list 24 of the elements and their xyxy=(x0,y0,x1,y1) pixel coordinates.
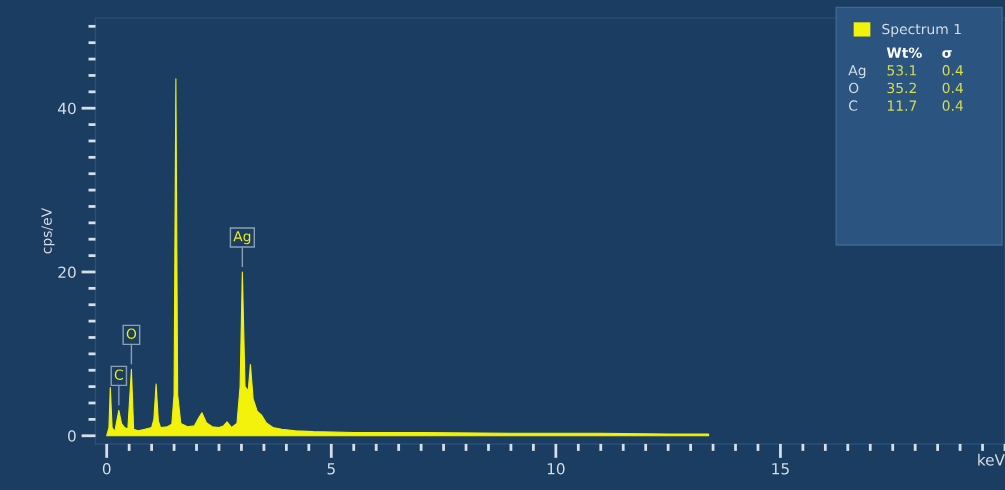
x-tick-label: 15 xyxy=(772,463,789,475)
annotation: 35.2 xyxy=(887,82,916,94)
y-tick-label: 0 xyxy=(68,430,76,442)
annotation: 0.4 xyxy=(942,82,963,94)
annotation: C xyxy=(849,100,858,111)
annotation: Ag xyxy=(848,65,866,79)
annotation: 0.4 xyxy=(942,100,963,111)
y-tick-label: 40 xyxy=(58,102,76,115)
x-axis-title: keV xyxy=(978,453,1005,466)
annotation: 11.7 xyxy=(887,100,917,111)
annotation: 53.1 xyxy=(887,65,917,76)
legend-label: Spectrum 1 xyxy=(882,23,961,37)
annotation: 0.4 xyxy=(942,65,963,76)
annotation: O xyxy=(126,328,137,339)
annotation: Wt% xyxy=(886,47,922,58)
annotation: C xyxy=(114,369,123,380)
x-tick-label: 10 xyxy=(547,462,565,475)
y-tick-label: 20 xyxy=(58,266,76,278)
annotation: σ xyxy=(942,50,952,58)
y-axis-title: cps/eV xyxy=(41,207,55,254)
x-tick-label: 0 xyxy=(102,462,111,475)
annotation: O xyxy=(849,82,859,94)
x-tick-label: 5 xyxy=(327,463,335,475)
annotation: Ag xyxy=(233,231,251,245)
